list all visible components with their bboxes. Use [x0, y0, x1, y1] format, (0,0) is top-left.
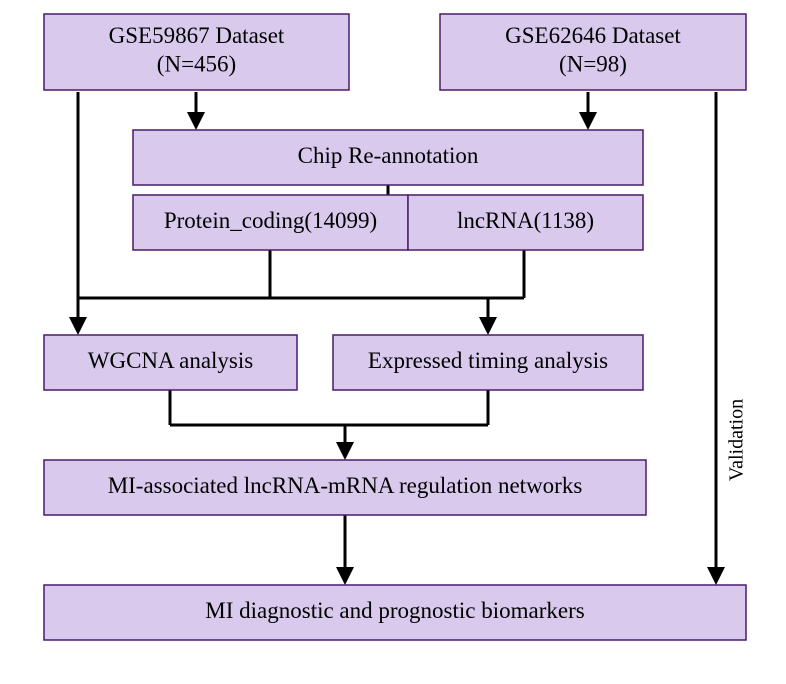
- box-wgcna-line-0: WGCNA analysis: [88, 348, 254, 373]
- box-pc: Protein_coding(14099): [133, 195, 408, 250]
- box-lnc: lncRNA(1138): [408, 195, 643, 250]
- box-ds1-line-1: (N=456): [157, 52, 236, 77]
- box-timing-line-0: Expressed timing analysis: [368, 348, 608, 373]
- box-ds1: GSE59867 Dataset (N=456): [44, 14, 349, 90]
- box-ds1-line-0: GSE59867 Dataset: [109, 23, 285, 48]
- box-ds2-line-0: GSE62646 Dataset: [505, 23, 681, 48]
- box-ds2: GSE62646 Dataset (N=98): [440, 14, 746, 90]
- box-network: MI-associated lncRNA-mRNA regulation net…: [44, 460, 646, 515]
- box-timing: Expressed timing analysis: [333, 335, 643, 390]
- box-chip: Chip Re-annotation: [133, 130, 643, 185]
- validation-label: Validation: [726, 399, 748, 481]
- box-biomarker-line-0: MI diagnostic and prognostic biomarkers: [205, 598, 584, 623]
- box-lnc-line-0: lncRNA(1138): [457, 208, 594, 233]
- box-wgcna: WGCNA analysis: [44, 335, 297, 390]
- box-chip-line-0: Chip Re-annotation: [298, 143, 479, 168]
- box-pc-line-0: Protein_coding(14099): [164, 208, 377, 233]
- box-biomarker: MI diagnostic and prognostic biomarkers: [44, 585, 746, 640]
- box-ds2-line-1: (N=98): [559, 52, 627, 77]
- box-network-line-0: MI-associated lncRNA-mRNA regulation net…: [108, 473, 583, 498]
